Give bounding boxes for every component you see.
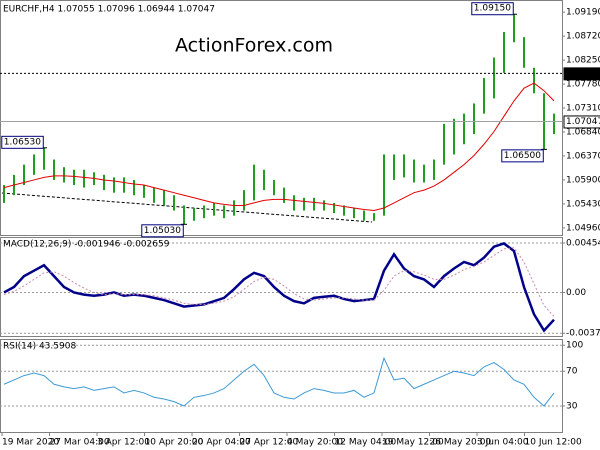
- x-tick-label: 4 May 20:00: [287, 438, 343, 448]
- series-line: [3, 247, 555, 317]
- moving-average: [3, 82, 555, 212]
- y-tick-label: 1.05900: [566, 175, 600, 185]
- series-line: [3, 242, 555, 333]
- y-tick-label: 30: [566, 401, 578, 411]
- x-tick-label: 12 May 04:00: [335, 438, 397, 448]
- trend-line: [1, 192, 373, 223]
- annotation-label: 1.05030: [144, 226, 181, 236]
- panel-title: RSI(14) 43.5908: [3, 342, 76, 352]
- annotation-label-box: [501, 149, 544, 163]
- annotation-label-box: [1, 135, 44, 149]
- annotation-label: 1.09150: [474, 4, 511, 14]
- y-tick-label: 0.00: [566, 288, 586, 298]
- y-tick-label: 1.09190: [566, 8, 600, 18]
- watermark: ActionForex.com: [175, 35, 333, 57]
- y-tick-label: 1.08250: [566, 56, 600, 66]
- series-line: [3, 356, 555, 407]
- y-tick-label: 100: [566, 341, 583, 351]
- x-tick-label: 26 May 20:00: [430, 438, 492, 448]
- x-tick-label: 19 May 12:00: [382, 438, 444, 448]
- y-tick-label: 0.00454: [566, 239, 600, 249]
- last-price-label: 1.07047: [566, 117, 600, 127]
- macd-panel-frame: [0, 237, 563, 337]
- y-tick-label: 1.04960: [566, 223, 600, 233]
- x-tick-label: 19 Mar 2020: [2, 438, 59, 448]
- y-tick-label: 1.07310: [566, 104, 600, 114]
- horizontal-line-label-box: [563, 67, 600, 81]
- last-price-label-box: [563, 115, 600, 129]
- x-tick-label: 10 Apr 20:00: [145, 438, 204, 448]
- rsi-panel-frame: [0, 339, 563, 433]
- y-tick-label: 1.05430: [566, 199, 600, 209]
- y-tick-label: -0.003745: [566, 329, 600, 339]
- price-panel-frame: [0, 0, 563, 236]
- x-tick-label: 3 Apr 12:00: [97, 438, 150, 448]
- annotation-label-box: [141, 224, 184, 238]
- annotation-label: 1.06500: [504, 151, 541, 161]
- y-tick-label: 1.06370: [566, 151, 600, 161]
- x-tick-label: 27 Apr 12:00: [240, 438, 299, 448]
- y-tick-label: 1.08720: [566, 32, 600, 42]
- annotation-label: 1.06530: [4, 137, 41, 147]
- x-tick-label: 20 Apr 04:00: [192, 438, 251, 448]
- y-tick-label: 70: [566, 367, 578, 377]
- panel-title: EURCHF,H4 1.07055 1.07096 1.06944 1.0704…: [3, 5, 215, 15]
- annotation-label-box: [471, 2, 514, 16]
- x-tick-label: 27 Mar 04:00: [50, 438, 110, 448]
- y-tick-label: 1.06840: [566, 128, 600, 138]
- x-tick-label: 3 Jun 04:00: [477, 438, 529, 448]
- y-tick-label: 1.07780: [566, 80, 600, 90]
- horizontal-line-label: 1.07990: [566, 69, 600, 79]
- panel-title: MACD(12,26,9) -0.001946 -0.002659: [3, 240, 170, 250]
- x-tick-label: 10 Jun 12:00: [525, 438, 582, 448]
